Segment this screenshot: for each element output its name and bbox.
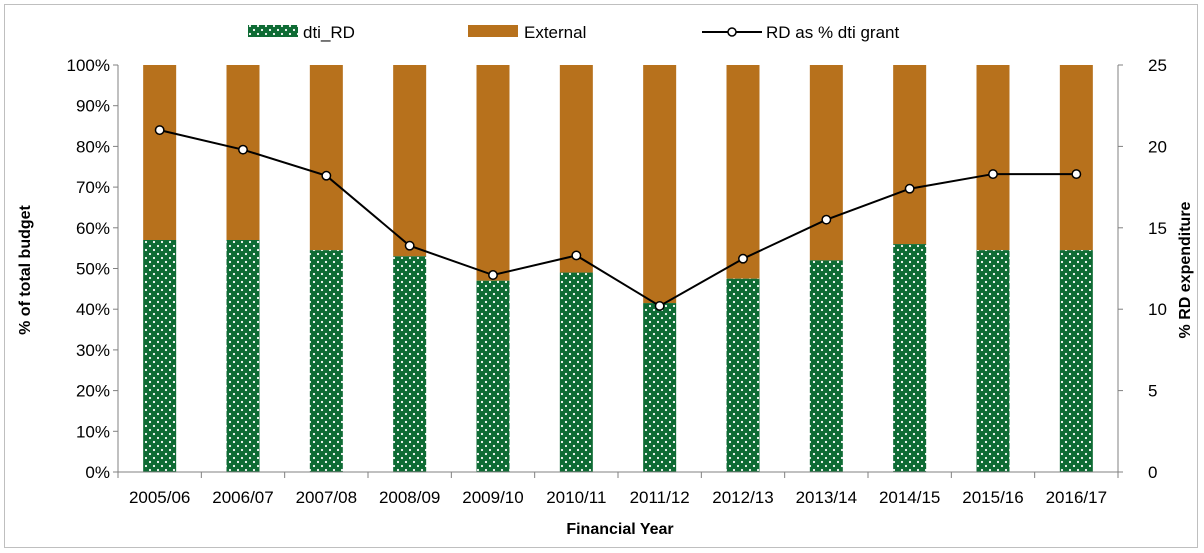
left-tick-label: 100% xyxy=(67,56,110,75)
line-point-rd-pct xyxy=(904,183,915,194)
bar-dti-rd xyxy=(393,256,427,472)
bar-external xyxy=(393,65,427,257)
line-point-rd-pct xyxy=(988,169,998,180)
bar-external xyxy=(726,65,760,279)
line-point-rd-pct xyxy=(238,144,248,155)
bar-dti-rd xyxy=(559,272,593,472)
legend-marker-rd-pct xyxy=(727,27,737,37)
left-tick-label: 10% xyxy=(76,422,110,441)
bar-external xyxy=(143,65,177,241)
left-axis: 0% 10% 20% 30% 40% 50% 60% 70% 80% 90% 100% xyxy=(67,56,119,482)
x-tick-label: 2010/11 xyxy=(546,488,606,507)
bar-external xyxy=(476,65,510,281)
x-tick-label: 2016/17 xyxy=(1046,488,1107,507)
right-tick-label: 5 xyxy=(1148,382,1157,401)
line-point-rd-pct xyxy=(571,250,582,261)
right-tick-label: 20 xyxy=(1148,137,1167,156)
bar-external xyxy=(1059,65,1093,251)
x-axis: 2005/06 2006/07 2007/08 2008/09 2009/10 2010/… xyxy=(117,471,1119,507)
line-point-rd-pct xyxy=(321,170,332,181)
left-tick-label: 0% xyxy=(85,463,110,482)
bar-dti-rd xyxy=(893,244,927,472)
right-tick-label: 25 xyxy=(1148,56,1167,75)
left-tick-label: 90% xyxy=(76,97,110,116)
x-tick-label: 2009/10 xyxy=(462,488,523,507)
legend-item-rd-pct: RD as % dti grant xyxy=(702,23,899,42)
bar-dti-rd xyxy=(809,260,843,472)
bar-dti-rd xyxy=(143,240,177,472)
left-tick-label: 70% xyxy=(76,178,110,197)
line-point-rd-pct xyxy=(404,240,415,251)
bar-external xyxy=(809,65,843,261)
bar-external xyxy=(893,65,927,245)
line-point-rd-pct xyxy=(154,125,165,136)
x-tick-label: 2011/12 xyxy=(630,488,690,507)
bar-dti-rd xyxy=(1059,250,1093,472)
right-tick-label: 10 xyxy=(1148,300,1167,319)
bar-external xyxy=(976,65,1010,251)
line-rd-pct xyxy=(159,129,1077,308)
legend-item-dti-rd: dti_RD xyxy=(248,23,355,42)
x-tick-label: 2006/07 xyxy=(212,488,273,507)
line-point-rd-pct xyxy=(488,270,498,280)
x-tick-label: 2008/09 xyxy=(379,488,440,507)
left-tick-label: 80% xyxy=(76,137,110,156)
bar-dti-rd xyxy=(726,278,760,472)
legend-label-external: External xyxy=(524,23,586,42)
right-tick-label: 0 xyxy=(1148,463,1157,482)
line-layer xyxy=(154,125,1082,311)
x-axis-title: Financial Year xyxy=(566,521,673,538)
x-tick-label: 2015/16 xyxy=(962,488,1023,507)
line-point-rd-pct xyxy=(738,253,748,264)
left-tick-label: 50% xyxy=(76,260,110,279)
left-tick-label: 20% xyxy=(76,382,110,401)
bar-external xyxy=(559,65,593,273)
bars xyxy=(143,65,1093,472)
line-point-rd-pct xyxy=(654,300,665,311)
legend-swatch-dti-rd xyxy=(248,25,298,37)
legend-item-external: External xyxy=(468,23,586,42)
legend-label-dti-rd: dti_RD xyxy=(303,23,355,42)
x-tick-label: 2007/08 xyxy=(296,488,357,507)
left-tick-label: 40% xyxy=(76,300,110,319)
legend-swatch-external xyxy=(468,25,518,37)
y-axis-title: % of total budget xyxy=(17,204,34,334)
bar-dti-rd xyxy=(643,303,677,472)
bar-dti-rd xyxy=(476,280,510,472)
legend-label-rd-pct: RD as % dti grant xyxy=(766,23,899,42)
bar-dti-rd xyxy=(309,250,343,472)
line-point-rd-pct xyxy=(1071,169,1082,180)
right-axis: 0 5 10 15 20 25 xyxy=(1117,56,1167,482)
left-tick-label: 30% xyxy=(76,341,110,360)
bar-external xyxy=(309,65,343,251)
y2-axis-title: % RD expenditure xyxy=(1177,201,1194,338)
line-point-rd-pct xyxy=(821,214,832,225)
legend: dti_RD External RD as % dti grant xyxy=(248,23,899,42)
x-tick-label: 2013/14 xyxy=(796,488,857,507)
left-tick-label: 60% xyxy=(76,219,110,238)
bar-external xyxy=(643,65,677,304)
x-tick-label: 2014/15 xyxy=(879,488,940,507)
chart-frame xyxy=(4,4,1198,548)
x-tick-label: 2005/06 xyxy=(129,488,190,507)
x-tick-label: 2012/13 xyxy=(712,488,773,507)
bar-dti-rd xyxy=(226,240,260,472)
right-tick-label: 15 xyxy=(1148,219,1167,238)
bar-dti-rd xyxy=(976,250,1010,472)
